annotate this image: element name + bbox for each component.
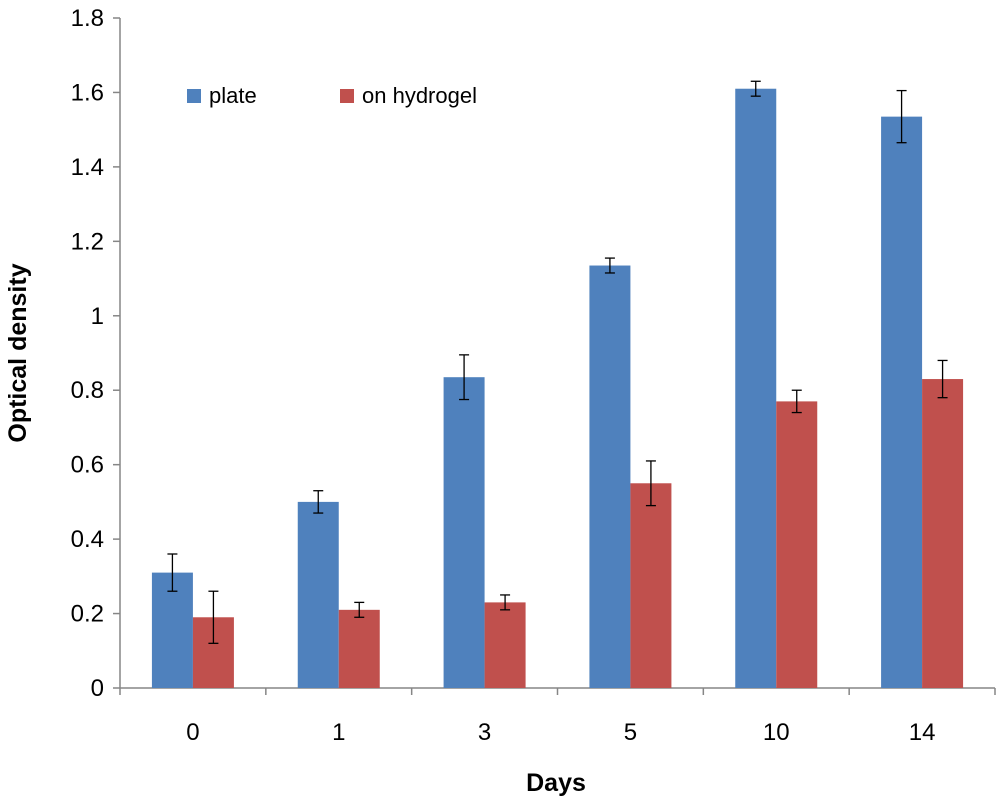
error-bar [459,354,470,401]
error-bar [896,89,907,144]
bar-plate [589,265,631,688]
y-axis-title: Optical density [4,263,32,442]
x-tick-label: 14 [909,719,936,746]
y-tick-label: 0.4 [71,526,104,553]
x-tick-label: 10 [763,719,790,746]
bar-plate [443,377,485,688]
error-bar [937,359,948,399]
bar-on-hydrogel [630,483,672,688]
x-tick-label: 3 [478,719,491,746]
legend-label: on hydrogel [362,83,477,108]
y-tick-label: 1.4 [71,154,104,181]
error-bar [645,460,656,507]
x-tick-label: 0 [186,719,199,746]
error-bar [500,594,511,611]
bar-on-hydrogel [922,379,964,688]
x-tick-label: 1 [332,719,345,746]
y-tick-label: 0.2 [71,601,104,628]
bar-on-hydrogel [338,609,380,688]
bar-plate [735,88,777,688]
bar-on-hydrogel [776,401,818,688]
error-bar [167,553,178,592]
y-tick-label: 0 [91,675,104,702]
error-bar [313,490,324,514]
y-tick-label: 0.6 [71,452,104,479]
error-bar [604,257,615,274]
error-bars [167,80,948,644]
legend: plate on hydrogel [187,83,477,108]
y-tick-label: 1.2 [71,228,104,255]
y-tick-label: 1.8 [71,5,104,32]
error-bar [791,389,802,414]
bar-on-hydrogel [484,602,526,688]
legend-label: plate [209,83,257,108]
bar-plate [297,501,339,688]
x-axis-title: Days [526,769,586,797]
y-tick-label: 1 [91,303,104,330]
error-bar [354,601,365,618]
legend-swatch [187,89,201,103]
y-tick-label: 1.6 [71,79,104,106]
error-bar [750,80,761,97]
x-axis: 0 1 3 5 10 14 [119,687,996,746]
x-tick-label: 5 [624,719,637,746]
y-tick-label: 0.8 [71,377,104,404]
bar-plate [881,116,923,688]
legend-swatch [340,89,354,103]
error-bar [208,590,219,644]
bars [151,88,964,688]
y-axis: 0 0.2 0.4 0.6 0.8 1 1.2 1.4 1.6 1.8 [71,5,121,702]
